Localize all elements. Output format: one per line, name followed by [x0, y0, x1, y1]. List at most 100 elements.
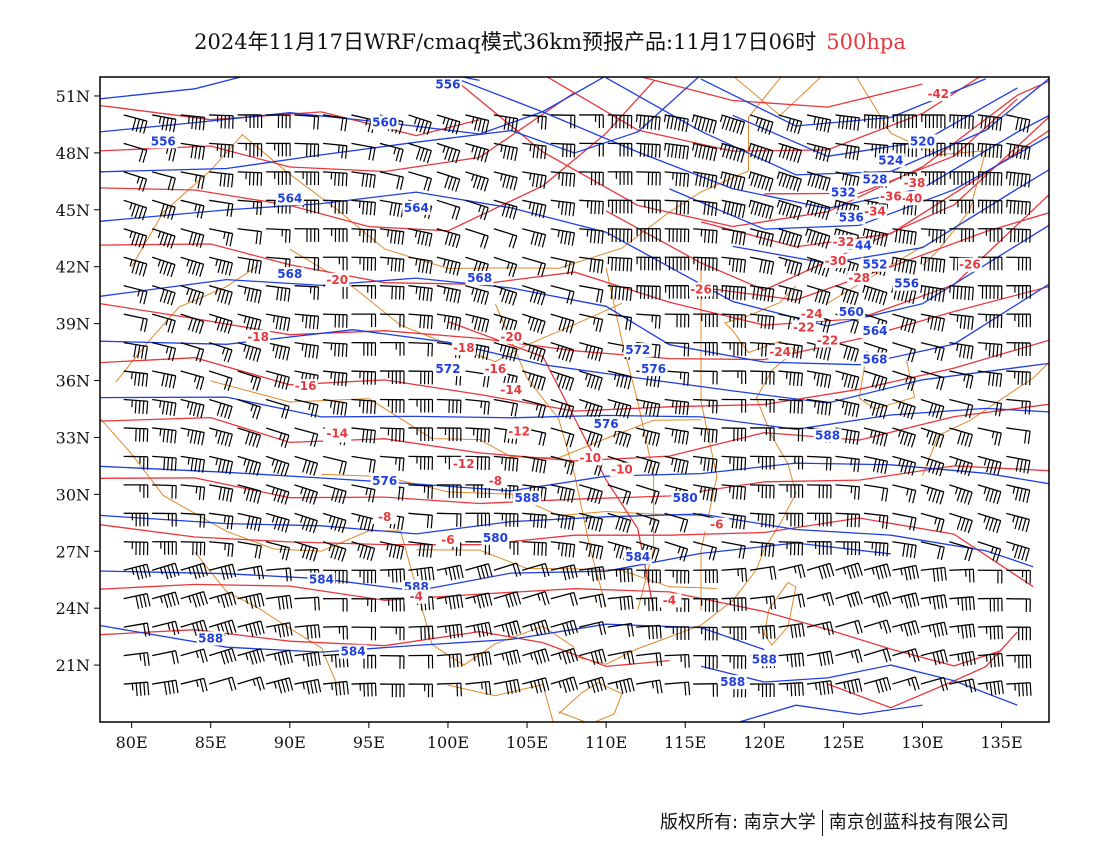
- wind-barb-flag: [561, 375, 567, 389]
- wind-barb-staff: [123, 256, 147, 265]
- wind-barb-flag: [1000, 145, 1003, 159]
- wind-barb-flag: [964, 625, 968, 639]
- lat-tick-label: 30N: [56, 485, 90, 504]
- wind-barb-flag: [613, 372, 617, 380]
- wind-barb-flag: [529, 513, 532, 522]
- wind-barb-flag: [684, 461, 689, 475]
- wind-barb-flag: [302, 682, 305, 690]
- wind-barb-flag: [618, 432, 624, 446]
- wind-barb-flag: [305, 315, 308, 329]
- wind-barb-flag: [801, 593, 806, 607]
- wind-barb-flag: [599, 319, 604, 333]
- wind-barb-flag: [1012, 486, 1016, 494]
- wind-barb-flag: [331, 683, 333, 691]
- wind-barb-staff: [920, 199, 945, 202]
- wind-barb-flag: [907, 622, 913, 636]
- wind-barb-flag: [985, 172, 988, 186]
- wind-barb-flag: [906, 544, 910, 558]
- wind-barb-flag: [333, 372, 337, 386]
- height-contour-label: 564: [404, 201, 429, 215]
- wind-barb-flag: [587, 488, 592, 501]
- wind-barb-flag: [224, 433, 230, 446]
- wind-barb-staff: [550, 541, 575, 546]
- wind-barb-flag: [365, 429, 369, 443]
- wind-barb-flag: [1019, 459, 1023, 473]
- wind-barb-flag: [195, 486, 198, 494]
- wind-barb-flag: [912, 517, 917, 531]
- wind-barb-flag: [598, 518, 604, 532]
- wind-barb-flag: [368, 146, 372, 160]
- wind-barb-flag: [168, 374, 173, 388]
- wind-barb-flag: [999, 117, 1003, 131]
- wind-barb-flag: [248, 432, 254, 446]
- wind-barb-flag: [960, 286, 963, 300]
- wind-barb-flag: [907, 377, 913, 390]
- wind-barb-flag: [273, 516, 279, 530]
- wind-barb-staff: [208, 341, 233, 351]
- wind-barb-flag: [255, 406, 262, 420]
- wind-barb-flag: [223, 348, 229, 362]
- wind-barb-flag: [573, 144, 576, 158]
- wind-barb-flag: [1015, 145, 1020, 159]
- wind-barb-flag: [1023, 146, 1027, 160]
- wind-barb-flag: [862, 285, 866, 293]
- wind-barb-flag: [907, 319, 913, 333]
- wind-barb-flag: [597, 435, 603, 448]
- wind-barb-flag: [345, 173, 348, 187]
- wind-barb-flag: [483, 235, 489, 249]
- wind-barb-flag: [715, 400, 718, 414]
- wind-barb-flag: [479, 234, 486, 248]
- wind-barb-flag: [759, 259, 763, 273]
- wind-barb-flag: [418, 543, 422, 557]
- wind-barb-flag: [815, 117, 820, 131]
- wind-barb-staff: [892, 228, 917, 233]
- wind-barb-flag: [192, 232, 197, 246]
- wind-barb-flag: [142, 400, 145, 414]
- wind-barb-flag: [968, 548, 973, 562]
- wind-barb-flag: [196, 234, 201, 247]
- wind-barb-flag: [655, 433, 661, 447]
- height-contour: [100, 277, 1049, 366]
- wind-barb-flag: [245, 653, 249, 661]
- wind-barb-flag: [175, 680, 179, 694]
- wind-barb-flag: [911, 593, 916, 607]
- wind-barb-flag: [243, 316, 247, 324]
- wind-barb-flag: [258, 261, 262, 275]
- wind-barb-flag: [670, 144, 674, 158]
- wind-barb-flag: [285, 595, 289, 609]
- wind-barb-flag: [217, 260, 222, 273]
- wind-barb-flag: [741, 205, 746, 219]
- label-mask: [908, 134, 937, 149]
- wind-barb-flag: [567, 232, 572, 246]
- height-contour-label: 556: [894, 277, 919, 291]
- wind-barb-flag: [159, 428, 162, 436]
- wind-barb-flag: [875, 290, 881, 303]
- wind-barb-staff: [550, 285, 575, 293]
- wind-barb-flag: [939, 435, 945, 448]
- wind-barb-flag: [139, 595, 144, 609]
- wind-barb-flag: [273, 653, 277, 661]
- wind-barb-flag: [245, 624, 249, 632]
- wind-barb-flag: [507, 117, 511, 131]
- wind-barb-flag: [426, 122, 432, 135]
- wind-barb-flag: [341, 520, 347, 533]
- wind-barb-flag: [618, 257, 621, 271]
- wind-barb-staff: [408, 512, 433, 516]
- wind-barb-flag: [363, 517, 368, 531]
- wind-barb-flag: [214, 316, 218, 324]
- wind-barb-flag: [451, 177, 457, 191]
- wind-barb-flag: [289, 595, 293, 609]
- wind-barb-staff: [465, 114, 489, 122]
- wind-barb-flag: [822, 681, 826, 695]
- wind-barb-flag: [711, 429, 714, 443]
- wind-barb-staff: [920, 676, 945, 685]
- wind-barb-flag: [398, 457, 401, 471]
- label-mask: [592, 417, 621, 432]
- wind-barb-flag: [765, 596, 768, 604]
- wind-barb-flag: [985, 343, 988, 351]
- wind-barb-flag: [590, 432, 596, 446]
- lon-tick-label: 95E: [353, 733, 385, 752]
- wind-barb-flag: [345, 343, 348, 358]
- wind-barb-flag: [623, 404, 628, 418]
- wind-barb-staff: [351, 171, 376, 176]
